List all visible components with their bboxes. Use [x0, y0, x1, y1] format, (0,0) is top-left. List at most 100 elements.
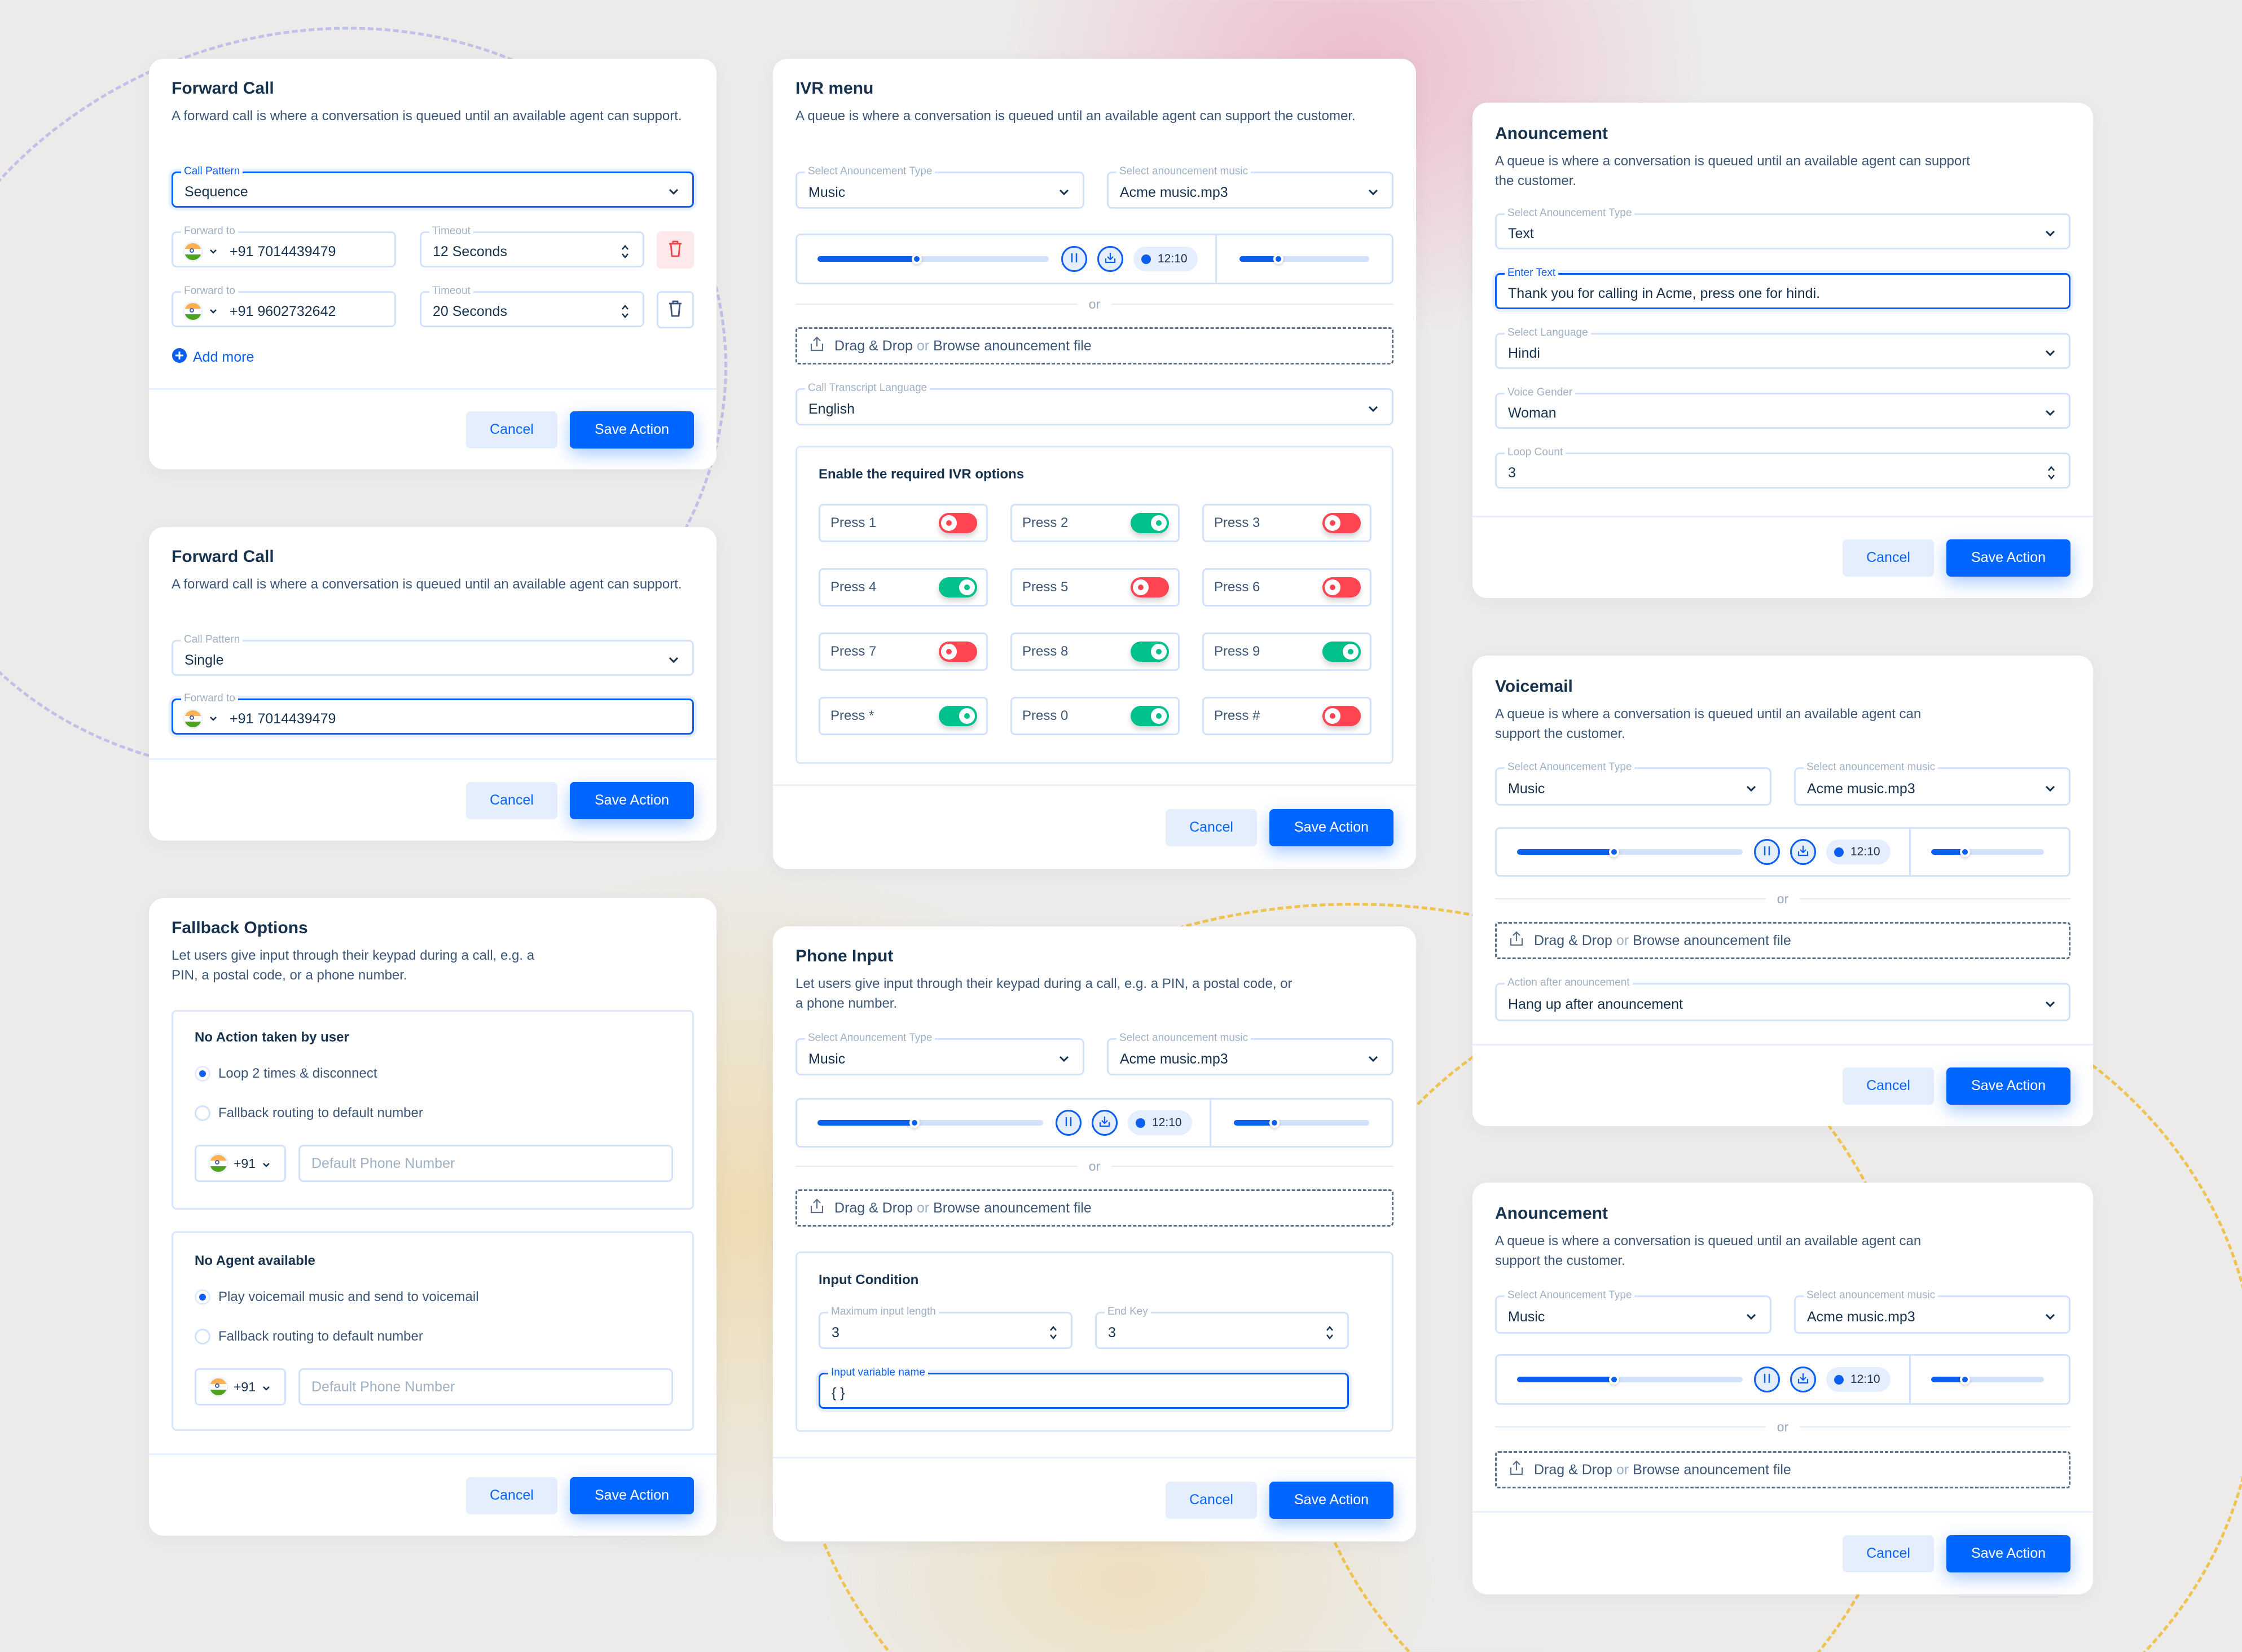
voice-gender-select[interactable]: Voice Gender Woman: [1495, 386, 2070, 429]
volume-slider[interactable]: [1239, 254, 1369, 264]
ivr-option-toggle[interactable]: [939, 642, 977, 662]
forward-to-phone-input[interactable]: Forward to +91 7014439479: [172, 225, 396, 267]
ivr-option-toggle[interactable]: [1131, 706, 1169, 726]
cancel-button[interactable]: Cancel: [1166, 1481, 1257, 1519]
announcement-type-select[interactable]: Select Anouncement Type Music: [795, 1032, 1084, 1075]
max-input-length-stepper[interactable]: Maximum input length 3: [819, 1306, 1072, 1349]
ivr-option-toggle[interactable]: [939, 513, 977, 533]
cancel-button[interactable]: Cancel: [1166, 809, 1257, 846]
ivr-option-toggle[interactable]: [1131, 577, 1169, 597]
ivr-option-toggle[interactable]: [1322, 513, 1361, 533]
save-action-button[interactable]: Save Action: [1946, 1535, 2070, 1572]
chevron-down-icon[interactable]: [209, 304, 217, 319]
ivr-option-toggle[interactable]: [939, 577, 977, 597]
browse-link[interactable]: Browse anouncement file: [1633, 932, 1791, 948]
radio-option[interactable]: Play voicemail music and send to voicema…: [195, 1289, 479, 1305]
volume-slider[interactable]: [1234, 1118, 1369, 1128]
action-after-announcement-select[interactable]: Action after anouncement Hang up after a…: [1495, 977, 2070, 1021]
save-action-button[interactable]: Save Action: [1946, 1067, 2070, 1105]
radio-unchecked[interactable]: [195, 1105, 210, 1121]
stepper-arrows-icon[interactable]: [619, 300, 631, 323]
browse-link[interactable]: Browse anouncement file: [933, 337, 1092, 354]
announcement-text-input[interactable]: Enter Text Thank you for calling in Acme…: [1495, 267, 2070, 309]
forward-to-phone-input[interactable]: Forward to +91 7014439479: [172, 692, 694, 735]
loop-count-stepper[interactable]: Loop Count 3: [1495, 446, 2070, 489]
language-select[interactable]: Select Language Hindi: [1495, 327, 2070, 369]
stepper-arrows-icon[interactable]: [1047, 1321, 1060, 1344]
announcement-music-select[interactable]: Select anouncement music Acme music.mp3: [1107, 165, 1393, 209]
call-pattern-select[interactable]: Call Pattern Single: [172, 634, 694, 676]
ivr-option-toggle[interactable]: [1322, 642, 1361, 662]
pause-button[interactable]: [1754, 839, 1780, 865]
pause-button[interactable]: [1061, 246, 1087, 272]
add-more-button[interactable]: Add more: [172, 348, 254, 367]
playback-slider[interactable]: [1517, 1374, 1743, 1385]
pause-button[interactable]: [1056, 1110, 1082, 1136]
announcement-music-select[interactable]: Select anouncement music Acme music.mp3: [1794, 761, 2070, 806]
playback-slider[interactable]: [817, 254, 1049, 264]
browse-link[interactable]: Browse anouncement file: [933, 1200, 1092, 1216]
announcement-type-select[interactable]: Select Anouncement Type Music: [795, 165, 1084, 209]
radio-option[interactable]: Fallback routing to default number: [195, 1105, 423, 1121]
timeout-stepper[interactable]: Timeout 20 Seconds: [420, 285, 644, 327]
radio-option[interactable]: Fallback routing to default number: [195, 1329, 423, 1345]
default-phone-input[interactable]: Default Phone Number: [298, 1145, 673, 1182]
download-button[interactable]: [1790, 839, 1816, 865]
announcement-type-select[interactable]: Select Anouncement Type Music: [1495, 1289, 1771, 1334]
india-flag-icon[interactable]: [184, 710, 201, 727]
stepper-arrows-icon[interactable]: [619, 240, 631, 263]
upload-dropzone[interactable]: Drag & Drop or Browse anouncement file: [795, 327, 1393, 364]
announcement-type-select[interactable]: Select Anouncement Type Text: [1495, 207, 2070, 249]
download-button[interactable]: [1092, 1110, 1118, 1136]
delete-row-button[interactable]: [657, 291, 694, 328]
upload-dropzone[interactable]: Drag & Drop or Browse anouncement file: [1495, 922, 2070, 959]
cancel-button[interactable]: Cancel: [1843, 1067, 1934, 1105]
radio-unchecked[interactable]: [195, 1329, 210, 1345]
upload-dropzone[interactable]: Drag & Drop or Browse anouncement file: [795, 1189, 1393, 1227]
default-phone-input[interactable]: Default Phone Number: [298, 1368, 673, 1405]
browse-link[interactable]: Browse anouncement file: [1633, 1461, 1791, 1478]
cancel-button[interactable]: Cancel: [466, 1477, 557, 1514]
pause-button[interactable]: [1754, 1367, 1780, 1392]
ivr-option-toggle[interactable]: [1322, 706, 1361, 726]
download-button[interactable]: [1790, 1367, 1816, 1392]
end-key-stepper[interactable]: End Key 3: [1095, 1306, 1349, 1349]
announcement-type-select[interactable]: Select Anouncement Type Music: [1495, 761, 1771, 806]
ivr-option-toggle[interactable]: [1131, 642, 1169, 662]
timeout-stepper[interactable]: Timeout 12 Seconds: [420, 225, 644, 267]
save-action-button[interactable]: Save Action: [570, 411, 694, 449]
india-flag-icon[interactable]: [184, 243, 201, 260]
ivr-option-toggle[interactable]: [939, 706, 977, 726]
download-button[interactable]: [1097, 246, 1123, 272]
delete-row-button[interactable]: [657, 231, 694, 269]
radio-checked[interactable]: [195, 1066, 210, 1082]
upload-dropzone[interactable]: Drag & Drop or Browse anouncement file: [1495, 1451, 2070, 1488]
transcript-language-select[interactable]: Call Transcript Language English: [795, 382, 1393, 425]
cancel-button[interactable]: Cancel: [466, 411, 557, 449]
cancel-button[interactable]: Cancel: [1843, 539, 1934, 577]
chevron-down-icon[interactable]: [209, 244, 217, 259]
india-flag-icon[interactable]: [184, 303, 201, 320]
country-code-select[interactable]: +91: [195, 1368, 286, 1405]
playback-slider[interactable]: [1517, 847, 1743, 857]
save-action-button[interactable]: Save Action: [1269, 1481, 1393, 1519]
chevron-down-icon[interactable]: [209, 711, 217, 726]
forward-to-phone-input[interactable]: Forward to +91 9602732642: [172, 285, 396, 327]
cancel-button[interactable]: Cancel: [466, 781, 557, 819]
call-pattern-select[interactable]: Call Pattern Sequence: [172, 165, 694, 208]
cancel-button[interactable]: Cancel: [1843, 1535, 1934, 1572]
volume-slider[interactable]: [1931, 847, 2044, 857]
stepper-arrows-icon[interactable]: [1324, 1321, 1336, 1344]
save-action-button[interactable]: Save Action: [570, 1477, 694, 1514]
radio-option[interactable]: Loop 2 times & disconnect: [195, 1066, 377, 1082]
radio-checked[interactable]: [195, 1289, 210, 1305]
save-action-button[interactable]: Save Action: [1946, 539, 2070, 577]
playback-slider[interactable]: [817, 1118, 1043, 1128]
country-code-select[interactable]: +91: [195, 1145, 286, 1182]
volume-slider[interactable]: [1931, 1374, 2044, 1385]
save-action-button[interactable]: Save Action: [1269, 809, 1393, 846]
announcement-music-select[interactable]: Select anouncement music Acme music.mp3: [1794, 1289, 2070, 1334]
ivr-option-toggle[interactable]: [1131, 513, 1169, 533]
stepper-arrows-icon[interactable]: [2045, 462, 2058, 484]
announcement-music-select[interactable]: Select anouncement music Acme music.mp3: [1107, 1032, 1393, 1075]
